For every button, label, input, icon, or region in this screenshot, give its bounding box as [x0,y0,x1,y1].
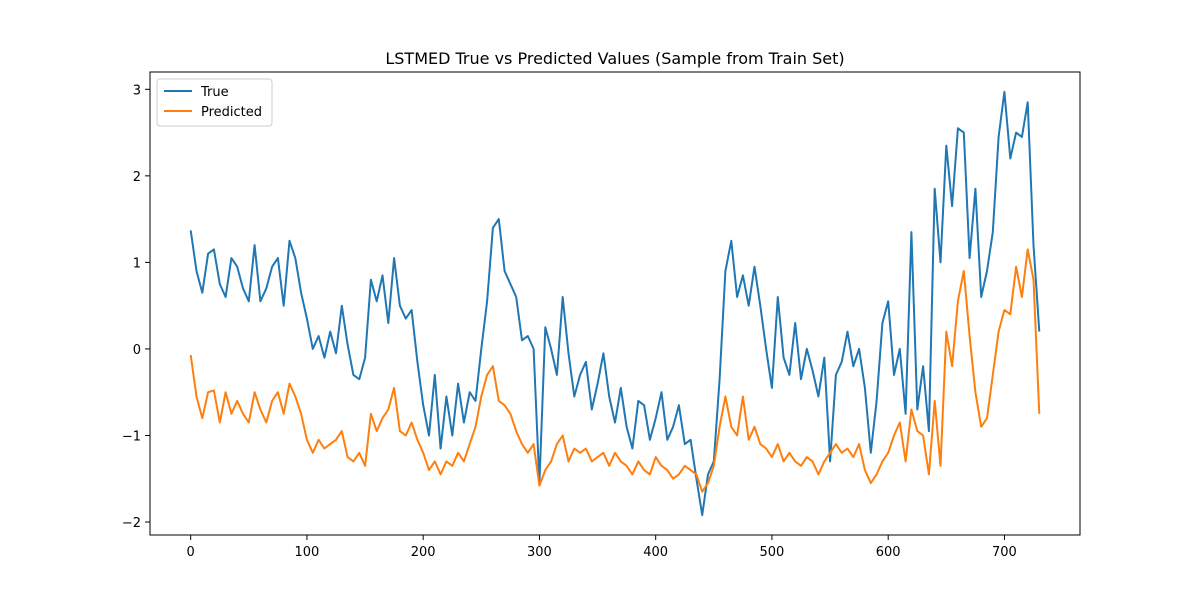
x-tick-label: 400 [643,545,668,560]
x-tick-label: 300 [527,545,552,560]
plot-area [189,90,1041,517]
legend-label-predicted: Predicted [201,105,262,120]
x-axis: 0 100 200 300 400 500 600 700 [187,535,1017,560]
y-axis: −2 −1 0 1 2 3 [122,83,150,531]
x-tick-label: 100 [295,545,320,560]
y-tick-label: 2 [133,170,141,185]
x-tick-label: 0 [187,545,195,560]
x-tick-label: 500 [760,545,785,560]
series-line-true [189,90,1041,517]
y-tick-label: 1 [133,256,141,271]
x-tick-label: 200 [411,545,436,560]
y-tick-label: −1 [122,429,141,444]
legend: True Predicted [156,78,273,127]
x-tick-label: 600 [876,545,901,560]
y-tick-label: 0 [133,343,141,358]
x-tick-label: 700 [992,545,1017,560]
legend-label-true: True [200,85,229,100]
axes-frame [149,71,1081,536]
y-tick-label: −2 [122,516,141,531]
y-tick-label: 3 [133,83,141,98]
chart-title: LSTMED True vs Predicted Values (Sample … [385,49,844,68]
series-line-predicted [189,248,1041,493]
